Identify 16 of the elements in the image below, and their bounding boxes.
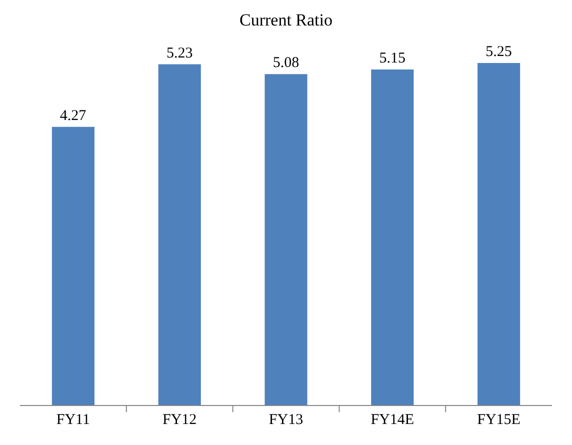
- x-tick-label: FY12: [162, 412, 197, 428]
- data-label: 5.23: [166, 45, 193, 62]
- bar: [52, 126, 94, 405]
- x-tick-label: FY13: [268, 412, 304, 428]
- x-tick-label: FY15E: [477, 412, 520, 428]
- data-label: 5.25: [486, 44, 512, 60]
- bar: [478, 63, 520, 405]
- bar: [264, 74, 308, 405]
- bar: [158, 64, 201, 405]
- x-tick-label: FY14E: [370, 412, 414, 428]
- x-tick-label: FY11: [56, 412, 90, 428]
- bar: [371, 70, 414, 405]
- data-label: 4.27: [60, 108, 87, 124]
- chart-title: Current Ratio: [239, 10, 333, 30]
- data-label: 5.08: [272, 55, 300, 72]
- data-label: 5.15: [379, 50, 406, 67]
